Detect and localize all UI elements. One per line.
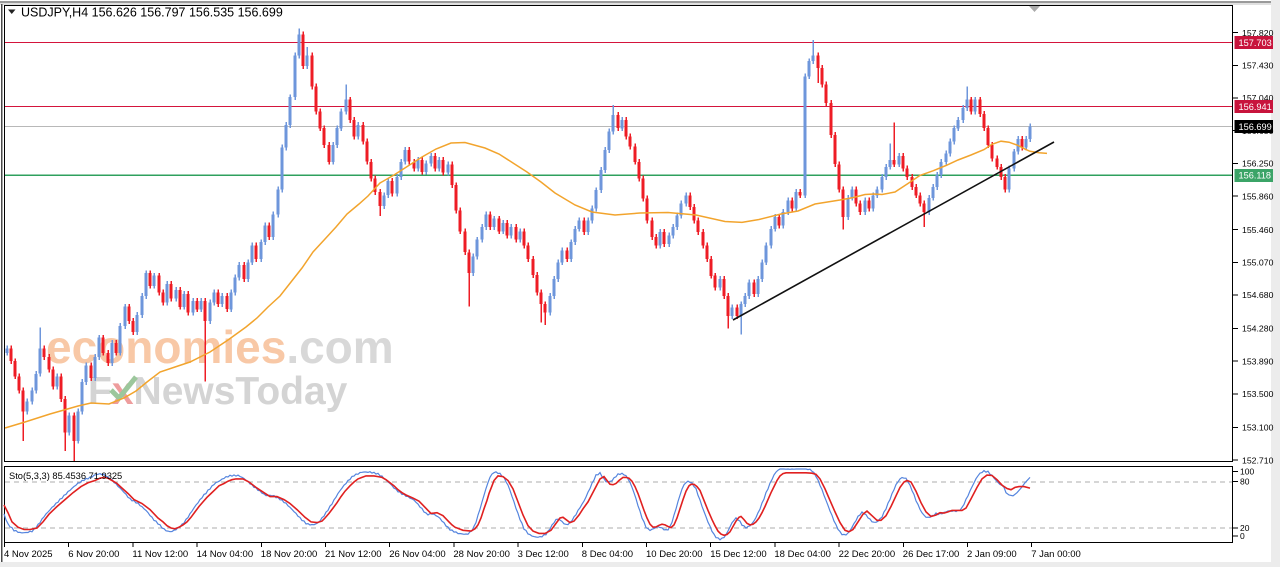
- svg-text:22 Dec 20:00: 22 Dec 20:00: [839, 549, 896, 560]
- svg-text:6 Nov 20:00: 6 Nov 20:00: [68, 549, 119, 560]
- svg-text:8 Dec 04:00: 8 Dec 04:00: [582, 549, 633, 560]
- svg-text:100: 100: [1240, 467, 1254, 477]
- svg-text:153.500: 153.500: [1242, 389, 1274, 399]
- svg-text:154.280: 154.280: [1242, 324, 1274, 334]
- svg-text:157.430: 157.430: [1242, 61, 1274, 71]
- svg-text:15 Dec 12:00: 15 Dec 12:00: [710, 549, 767, 560]
- svg-text:4 Nov 2025: 4 Nov 2025: [4, 549, 53, 560]
- svg-text:156.250: 156.250: [1242, 159, 1274, 169]
- svg-text:2 Jan 09:00: 2 Jan 09:00: [967, 549, 1017, 560]
- svg-text:26 Nov 04:00: 26 Nov 04:00: [389, 549, 446, 560]
- svg-text:157.703: 157.703: [1239, 38, 1272, 48]
- svg-text:7 Jan 00:00: 7 Jan 00:00: [1031, 549, 1081, 560]
- svg-text:26 Dec 17:00: 26 Dec 17:00: [903, 549, 960, 560]
- svg-text:155.070: 155.070: [1242, 258, 1274, 268]
- svg-text:153.100: 153.100: [1242, 423, 1274, 433]
- svg-text:80: 80: [1240, 477, 1250, 487]
- svg-text:11 Nov 12:00: 11 Nov 12:00: [132, 549, 188, 560]
- svg-text:Sto(5,3,3) 85.4536 71.9325: Sto(5,3,3) 85.4536 71.9325: [9, 471, 122, 481]
- svg-text:18 Nov 20:00: 18 Nov 20:00: [261, 549, 318, 560]
- svg-text:20: 20: [1240, 523, 1250, 533]
- svg-text:155.460: 155.460: [1242, 225, 1274, 235]
- svg-text:157.040: 157.040: [1242, 93, 1274, 103]
- svg-text:USDJPY,H4 156.626 156.797 156: USDJPY,H4 156.626 156.797 156.535 156.69…: [21, 6, 283, 20]
- svg-text:10 Dec 20:00: 10 Dec 20:00: [646, 549, 703, 560]
- svg-text:154.680: 154.680: [1242, 290, 1274, 300]
- svg-text:0: 0: [1240, 531, 1245, 541]
- svg-text:21 Nov 12:00: 21 Nov 12:00: [325, 549, 382, 560]
- svg-text:156.699: 156.699: [1239, 122, 1272, 132]
- svg-text:157.820: 157.820: [1242, 28, 1274, 38]
- svg-text:155.860: 155.860: [1242, 191, 1274, 201]
- svg-text:18 Dec 04:00: 18 Dec 04:00: [774, 549, 831, 560]
- svg-text:152.710: 152.710: [1242, 455, 1274, 465]
- svg-text:156.941: 156.941: [1239, 102, 1272, 112]
- svg-text:14 Nov 04:00: 14 Nov 04:00: [197, 549, 254, 560]
- svg-text:156.118: 156.118: [1239, 171, 1272, 181]
- svg-text:3 Dec 12:00: 3 Dec 12:00: [518, 549, 569, 560]
- svg-text:153.890: 153.890: [1242, 356, 1274, 366]
- svg-text:28 Nov 20:00: 28 Nov 20:00: [453, 549, 510, 560]
